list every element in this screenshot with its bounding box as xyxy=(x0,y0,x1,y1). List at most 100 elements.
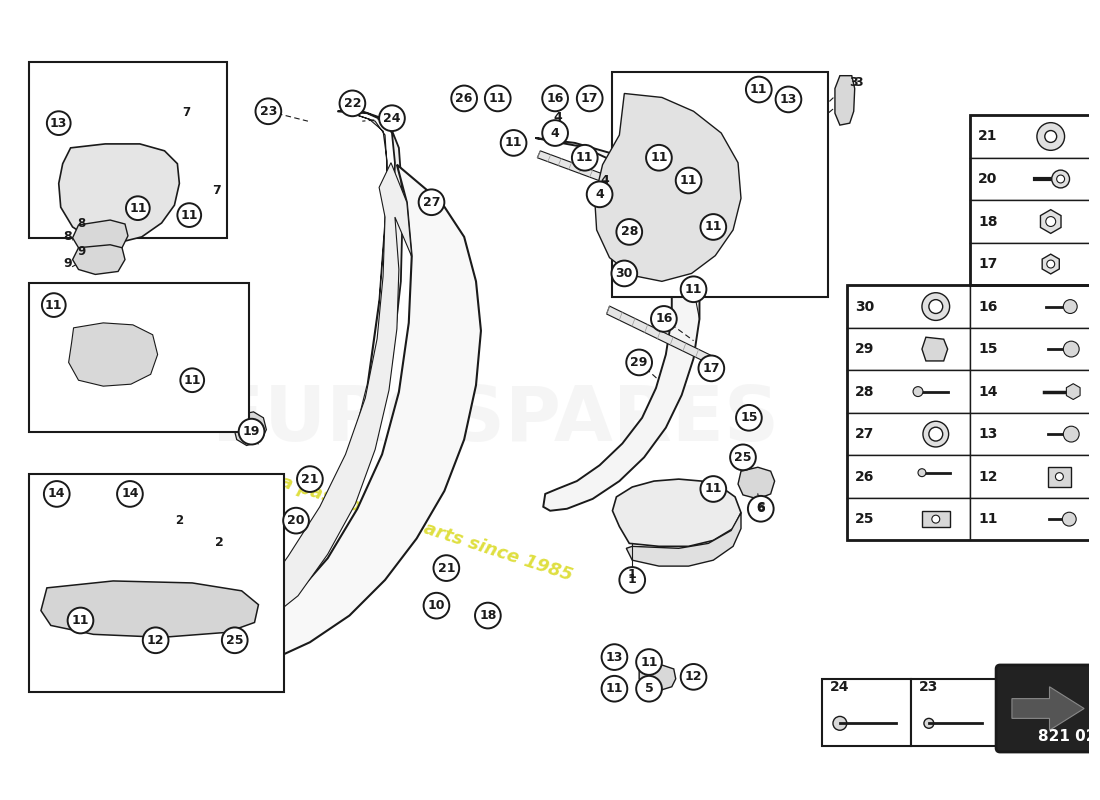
Circle shape xyxy=(1055,473,1064,481)
Text: 8: 8 xyxy=(77,217,86,230)
Text: 14: 14 xyxy=(48,487,66,501)
Bar xyxy=(970,455,1094,498)
Text: 28: 28 xyxy=(620,226,638,238)
Text: 14: 14 xyxy=(978,385,998,398)
Polygon shape xyxy=(73,220,128,252)
Text: 5: 5 xyxy=(645,682,653,695)
Polygon shape xyxy=(922,511,949,527)
Circle shape xyxy=(1057,175,1065,183)
Circle shape xyxy=(1046,217,1056,226)
Polygon shape xyxy=(1012,686,1085,730)
Circle shape xyxy=(433,555,459,581)
Text: 11: 11 xyxy=(45,298,63,311)
Text: 11: 11 xyxy=(490,92,506,105)
Text: 4: 4 xyxy=(553,111,562,124)
Circle shape xyxy=(602,644,627,670)
Bar xyxy=(822,679,911,746)
Circle shape xyxy=(542,120,568,146)
Bar xyxy=(970,370,1094,413)
Circle shape xyxy=(1052,170,1069,188)
Bar xyxy=(847,455,970,498)
Circle shape xyxy=(500,130,527,156)
Circle shape xyxy=(379,106,405,131)
Bar xyxy=(970,115,1094,286)
Text: 26: 26 xyxy=(855,470,875,484)
Circle shape xyxy=(283,508,309,534)
Circle shape xyxy=(451,86,477,111)
Bar xyxy=(847,328,970,370)
Polygon shape xyxy=(249,111,403,627)
Text: 30: 30 xyxy=(616,267,632,280)
Circle shape xyxy=(619,567,645,593)
FancyBboxPatch shape xyxy=(997,665,1100,752)
Circle shape xyxy=(1063,512,1076,526)
Text: 11: 11 xyxy=(606,682,624,695)
Circle shape xyxy=(419,190,444,215)
Circle shape xyxy=(928,427,943,441)
Bar xyxy=(613,72,828,297)
Circle shape xyxy=(698,355,724,382)
Circle shape xyxy=(177,203,201,227)
Polygon shape xyxy=(41,581,258,638)
Circle shape xyxy=(126,196,150,220)
Text: 4: 4 xyxy=(595,188,604,201)
Polygon shape xyxy=(922,338,948,361)
Text: 11: 11 xyxy=(72,614,89,627)
Text: 7: 7 xyxy=(212,184,221,198)
Polygon shape xyxy=(626,513,741,566)
Bar xyxy=(970,328,1094,370)
Bar xyxy=(970,115,1094,158)
Polygon shape xyxy=(537,151,666,204)
Bar xyxy=(847,370,970,413)
Text: 11: 11 xyxy=(180,209,198,222)
Text: 20: 20 xyxy=(287,514,305,527)
Text: 26: 26 xyxy=(455,92,473,105)
Text: 16: 16 xyxy=(547,92,564,105)
Circle shape xyxy=(44,481,69,506)
Text: 29: 29 xyxy=(855,342,875,356)
Bar xyxy=(911,679,1000,746)
Text: 11: 11 xyxy=(576,151,594,164)
Text: 27: 27 xyxy=(422,196,440,209)
Text: 24: 24 xyxy=(383,112,400,125)
Text: 12: 12 xyxy=(685,670,702,683)
Bar xyxy=(970,158,1094,200)
Polygon shape xyxy=(536,138,700,510)
Polygon shape xyxy=(835,76,855,125)
Text: 17: 17 xyxy=(581,92,598,105)
Circle shape xyxy=(636,649,662,675)
Bar xyxy=(970,242,1094,286)
Text: 11: 11 xyxy=(705,221,722,234)
Text: 19: 19 xyxy=(243,425,261,438)
Text: 29: 29 xyxy=(630,356,648,369)
Text: 27: 27 xyxy=(855,427,875,441)
Text: 11: 11 xyxy=(705,482,722,495)
Bar xyxy=(847,286,970,328)
Circle shape xyxy=(1045,130,1057,142)
Circle shape xyxy=(681,277,706,302)
Text: 18: 18 xyxy=(480,609,496,622)
Circle shape xyxy=(924,718,934,728)
Text: 9: 9 xyxy=(77,245,86,258)
Circle shape xyxy=(612,261,637,286)
Bar xyxy=(29,474,284,692)
Circle shape xyxy=(42,294,66,317)
Bar xyxy=(29,283,249,432)
Circle shape xyxy=(701,476,726,502)
Text: 2: 2 xyxy=(175,514,184,526)
Text: 15: 15 xyxy=(978,342,998,356)
Text: 22: 22 xyxy=(343,97,361,110)
Bar xyxy=(970,286,1094,328)
Circle shape xyxy=(340,90,365,116)
Text: 2: 2 xyxy=(214,536,223,550)
Text: 1: 1 xyxy=(628,568,637,581)
Text: 7: 7 xyxy=(183,106,190,119)
Text: 12: 12 xyxy=(147,634,164,646)
Bar xyxy=(970,498,1094,541)
Circle shape xyxy=(646,145,672,170)
Polygon shape xyxy=(606,306,712,363)
Circle shape xyxy=(636,676,662,702)
Circle shape xyxy=(833,717,847,730)
Bar xyxy=(970,413,1094,455)
Circle shape xyxy=(918,469,926,477)
